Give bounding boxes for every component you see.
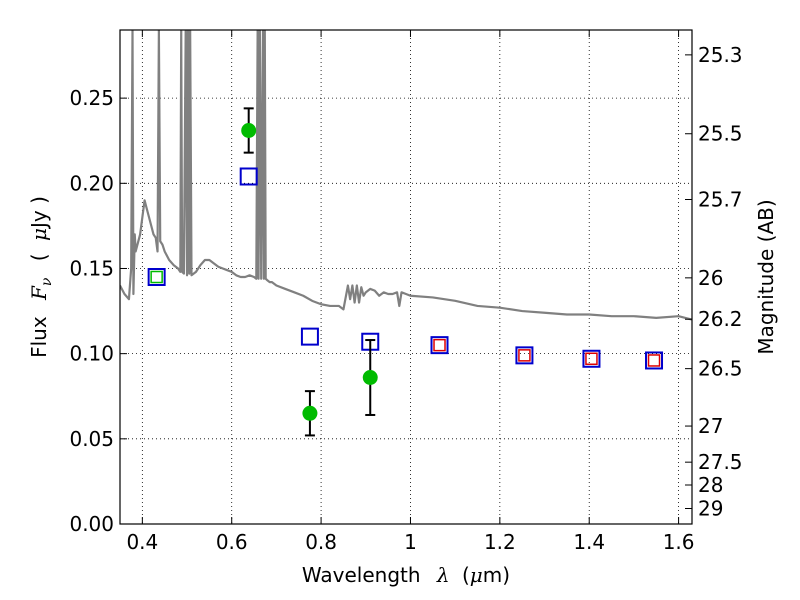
y-tick-label: 0.15 [69,256,114,280]
model-square [582,349,601,368]
model-square [239,167,258,186]
y2-tick-label: 27 [698,414,723,438]
model-square [515,346,534,365]
y-tick-label: 0.25 [69,86,114,110]
x-tick-label: 0.8 [305,530,337,554]
y-tick-label: 0.20 [69,171,114,195]
x-tick-label: 1.2 [484,530,516,554]
observed-point [362,370,378,386]
model-square-inner [433,338,446,352]
model-square-inner [518,349,531,362]
y-axis-label-unit-mu: μ [27,228,51,241]
y2-tick-label: 25.3 [698,43,743,67]
y2-axis-label: Magnitude (AB) [754,199,778,354]
y2-tick-label: 28 [698,473,723,497]
x-axis-label-unit-rest: m) [483,563,510,587]
model-square [300,327,319,346]
x-tick-label: 1.4 [573,530,605,554]
y-axis-label-subscript: ν [39,277,55,286]
x-tick-label: 0.4 [126,530,158,554]
y2-tick-label: 26 [698,266,723,290]
x-tick-label: 0.6 [216,530,248,554]
x-axis-label-symbol: λ [436,563,450,587]
y2-tick-label: 27.5 [698,450,743,474]
y-axis-label-text: Flux [27,316,51,358]
plot-frame [119,29,693,525]
model-square [430,336,449,355]
y-axis-label-symbol: F [27,285,51,301]
y-axis-label: Flux Fν ( μJy ) [27,196,56,358]
model-square-inner [150,270,163,284]
x-axis-label-unit-open: ( [462,563,470,587]
observed-point [302,405,318,421]
y2-tick-label: 25.5 [698,122,743,146]
y2-tick-label: 29 [698,496,723,520]
y-tick-label: 0.00 [69,512,114,536]
axis-ticks: 0.4 0.6 0.8 1 1.2 1.4 1.6 0.00 0.05 0.10 0.15 0.20 0… [69,30,743,554]
y-axis-label-unit-open: ( [27,253,51,261]
model-spectrum-line [120,30,692,321]
y-tick-label: 0.10 [69,342,114,366]
x-tick-label: 1.6 [663,530,695,554]
model-square [147,268,166,286]
x-axis-label: Wavelength λ (μm) [302,563,510,587]
plot-area [120,30,692,437]
model-square [645,351,664,370]
y-axis-label-unit-rest: Jy ) [27,196,51,230]
x-axis-label-unit-mu: μ [470,563,483,587]
model-square-inner [647,354,661,367]
model-square-inner [585,352,598,366]
observed-point [241,123,257,139]
observed-photometry [241,107,378,437]
x-axis-label-text: Wavelength [302,563,421,587]
y2-tick-label: 26.5 [698,357,743,381]
y2-tick-label: 26.2 [698,307,743,331]
y-tick-label: 0.05 [69,427,114,451]
y2-tick-label: 25.7 [698,187,743,211]
x-tick-label: 1 [404,530,417,554]
